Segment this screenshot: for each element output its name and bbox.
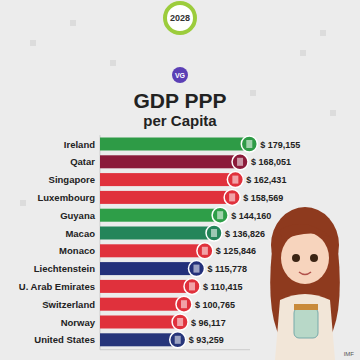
data-label: $ 125,846 (216, 246, 256, 256)
data-label: $ 100,765 (195, 300, 235, 310)
year-badge (165, 3, 195, 33)
flag (232, 154, 248, 170)
bar (100, 316, 180, 329)
data-label: $ 115,778 (207, 264, 247, 274)
flag (170, 332, 186, 348)
flag (212, 207, 228, 223)
category-label: Qatar (70, 156, 95, 167)
logo-text: VG (175, 72, 186, 79)
category-label: Switzerland (42, 299, 95, 310)
flag-detail (211, 229, 217, 237)
flag (224, 189, 240, 205)
bg-square (320, 30, 326, 36)
jar (294, 308, 318, 338)
flag-detail (217, 211, 223, 219)
category-label: Guyana (60, 210, 96, 221)
data-label: $ 158,569 (243, 193, 283, 203)
flag-detail (189, 282, 195, 290)
eye (310, 254, 318, 262)
flag (197, 243, 213, 259)
bg-square (110, 60, 116, 66)
category-label: U. Arab Emirates (19, 281, 95, 292)
category-label: Singapore (49, 174, 95, 185)
flag (206, 225, 222, 241)
bar (100, 280, 192, 293)
bg-square (30, 40, 36, 46)
data-label: $ 144,160 (231, 211, 271, 221)
category-label: Luxembourg (37, 192, 95, 203)
logo (172, 67, 188, 83)
category-label: Macao (65, 228, 95, 239)
bar (100, 173, 235, 186)
bar (100, 262, 196, 275)
flag-detail (246, 140, 252, 148)
bar (100, 191, 232, 204)
subtitle: per Capita (143, 112, 217, 129)
bar (100, 227, 214, 240)
flag-detail (229, 193, 235, 201)
data-label: $ 179,155 (260, 140, 300, 150)
bar (100, 138, 249, 151)
x-axis (100, 349, 250, 350)
bg-square (250, 90, 256, 96)
body (275, 294, 335, 360)
source: IMF (344, 351, 355, 357)
flag-detail (177, 318, 183, 326)
illustration (270, 207, 340, 360)
flag-detail (193, 265, 199, 273)
category-label: Norway (61, 317, 96, 328)
bg-square (300, 50, 306, 56)
flag-detail (237, 158, 243, 166)
flag-detail (232, 176, 238, 184)
data-label: $ 96,117 (191, 318, 226, 328)
data-label: $ 110,415 (203, 282, 243, 292)
bg-square (20, 200, 26, 206)
flag (176, 296, 192, 312)
category-label: Monaco (59, 245, 95, 256)
flag (172, 314, 188, 330)
category-label: Ireland (64, 139, 95, 150)
flag-detail (181, 300, 187, 308)
flag (241, 136, 257, 152)
bangs (280, 224, 332, 240)
bar (100, 209, 220, 222)
bar (100, 298, 184, 311)
year: 2028 (170, 13, 190, 23)
flag (188, 261, 204, 277)
category-label: Liechtenstein (34, 263, 95, 274)
category-label: United States (34, 334, 95, 345)
bg-square (330, 110, 336, 116)
chart-root: 2028 VG GDP PPPper Capita IMF Ireland $ 179,1… (0, 0, 360, 360)
bar (100, 244, 205, 257)
flag (184, 278, 200, 294)
face (281, 232, 329, 284)
eye (292, 254, 300, 262)
title: GDP PPP (134, 89, 227, 112)
bars (100, 138, 249, 347)
jar-lid (294, 304, 318, 310)
data-label: $ 162,431 (246, 175, 286, 185)
bg-square (70, 20, 76, 26)
bar (100, 155, 240, 168)
flag (227, 172, 243, 188)
data-label: $ 93,259 (189, 335, 224, 345)
background (0, 0, 360, 360)
data-label: $ 168,051 (251, 157, 291, 167)
flag-detail (202, 247, 208, 255)
mouth (299, 272, 311, 275)
data-label: $ 136,826 (225, 229, 265, 239)
chart: 2028 VG GDP PPPper Capita IMF Ireland $ 179,1… (0, 0, 360, 360)
flag-detail (175, 336, 181, 344)
bar (100, 333, 178, 346)
